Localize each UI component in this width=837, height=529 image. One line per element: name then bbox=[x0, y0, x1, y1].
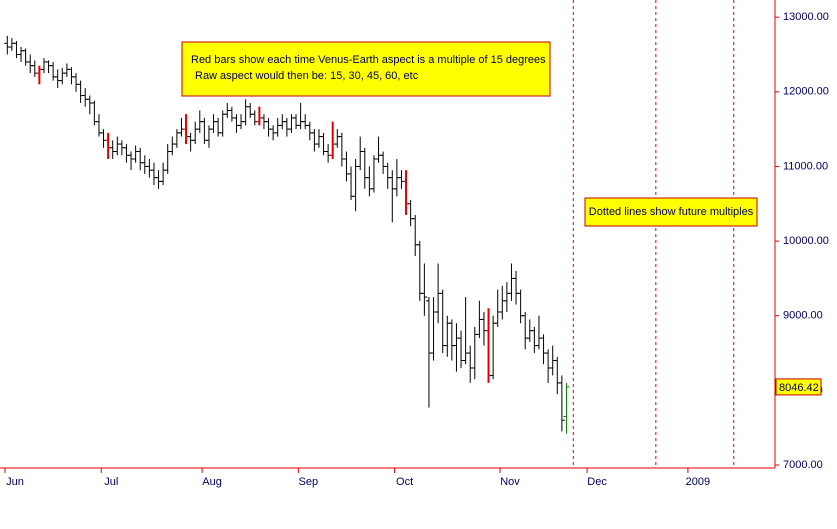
annotation-box bbox=[584, 197, 758, 227]
y-tick-label: 13000.00 bbox=[783, 11, 829, 23]
x-tick-label: 2009 bbox=[686, 476, 710, 488]
annotation-box bbox=[181, 41, 551, 97]
y-tick-label: 7000.00 bbox=[783, 459, 823, 471]
x-tick-label: Aug bbox=[202, 476, 222, 488]
y-tick-label: 9000.00 bbox=[783, 310, 823, 322]
annotation: Red bars show each time Venus-Earth aspe… bbox=[191, 54, 546, 66]
annotation: Raw aspect would then be: 15, 30, 45, 60… bbox=[195, 70, 419, 82]
last-price-box bbox=[775, 378, 822, 396]
x-tick-label: Sep bbox=[299, 476, 319, 488]
annotation: Dotted lines show future multiples bbox=[589, 206, 754, 218]
x-tick-label: Nov bbox=[500, 476, 520, 488]
x-tick-label: Jul bbox=[104, 476, 118, 488]
y-tick-label: 12000.00 bbox=[783, 86, 829, 98]
x-tick-label: Oct bbox=[396, 476, 413, 488]
x-tick-label: Jun bbox=[6, 476, 24, 488]
plot: 7000.008000.009000.0010000.0011000.00120… bbox=[0, 0, 829, 488]
y-tick-label: 10000.00 bbox=[783, 235, 829, 247]
x-tick-label: Dec bbox=[587, 476, 607, 488]
y-tick-label: 11000.00 bbox=[783, 160, 828, 172]
last-price-label: 8046.42 bbox=[779, 382, 819, 394]
